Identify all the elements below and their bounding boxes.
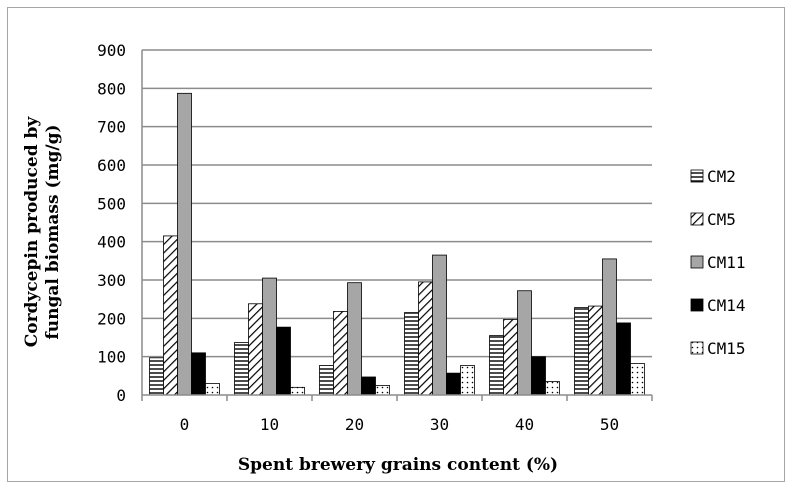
- bar-cm14-40: [531, 356, 546, 396]
- y-tick-label: 0: [116, 386, 126, 405]
- bar-cm15-30: [460, 365, 475, 396]
- bar-cm15-0: [205, 383, 220, 396]
- chart-frame: [7, 7, 785, 482]
- legend-swatch-cm5: [690, 212, 704, 226]
- legend-swatch-cm14: [690, 298, 704, 312]
- x-axis-title: Spent brewery grains content (%): [238, 455, 558, 475]
- bar-cm14-20: [361, 376, 376, 396]
- bar-cm11-30: [432, 254, 447, 396]
- x-tick-label: 20: [345, 415, 364, 434]
- bar-cm11-50: [602, 258, 617, 396]
- bar-cm5-50: [588, 305, 603, 396]
- y-tick-label: 300: [97, 271, 126, 290]
- bar-cm15-40: [545, 381, 560, 396]
- legend-label-cm2: CM2: [707, 167, 736, 186]
- y-tick-label: 800: [97, 79, 126, 98]
- y-tick-labels: 0 100 200 300 400 500 600 700 800 900: [97, 41, 126, 405]
- bars: [149, 92, 645, 396]
- bar-cm5-40: [503, 319, 518, 396]
- legend-label-cm5: CM5: [707, 210, 736, 229]
- bar-cm11-10: [262, 277, 277, 396]
- x-tick-label: 30: [430, 415, 449, 434]
- bar-cm14-50: [616, 322, 631, 396]
- legend: CM2 CM5 CM11 CM14 CM15: [690, 167, 746, 358]
- y-axis-title-line-2: fungal biomass (mg/g): [43, 124, 63, 339]
- y-tick-label: 900: [97, 41, 126, 60]
- bar-cm2-30: [404, 312, 419, 396]
- legend-label-cm11: CM11: [707, 253, 746, 272]
- bar-cm5-10: [248, 303, 263, 396]
- bar-cm2-0: [149, 357, 164, 396]
- bar-cm2-10: [234, 342, 249, 396]
- bar-cm15-10: [290, 386, 305, 396]
- bar-cm5-20: [333, 311, 348, 396]
- bar-cm11-20: [347, 282, 362, 396]
- gridlines: [142, 49, 652, 358]
- bar-cm14-30: [446, 372, 461, 396]
- bar-cm14-10: [276, 326, 291, 396]
- y-tick-label: 200: [97, 309, 126, 328]
- y-axis-title: Cordycepin produced by fungal biomass (m…: [22, 116, 63, 348]
- legend-swatch-cm11: [690, 255, 704, 269]
- y-tick-label: 700: [97, 118, 126, 137]
- bar-cm15-20: [375, 385, 390, 396]
- bar-cm2-50: [574, 307, 589, 396]
- bar-cm15-50: [630, 363, 645, 396]
- bar-cm2-40: [489, 335, 504, 396]
- x-tick-label: 50: [600, 415, 619, 434]
- x-tick-labels: 0 10 20 30 40 50: [180, 415, 619, 434]
- y-tick-label: 600: [97, 156, 126, 175]
- bar-cm5-30: [418, 281, 433, 396]
- axes: [141, 50, 653, 401]
- y-tick-label: 400: [97, 233, 126, 252]
- bar-cm2-20: [319, 365, 334, 396]
- x-tick-label: 40: [515, 415, 534, 434]
- y-tick-label: 500: [97, 194, 126, 213]
- y-axis-title-line-1: Cordycepin produced by: [22, 116, 42, 348]
- legend-swatch-cm15: [690, 341, 704, 355]
- legend-swatch-cm2: [690, 169, 704, 183]
- bar-cm5-0: [163, 235, 178, 396]
- x-tick-label: 10: [260, 415, 279, 434]
- y-tick-label: 100: [97, 348, 126, 367]
- bar-cm11-0: [177, 92, 192, 396]
- bar-cm14-0: [191, 352, 206, 396]
- bar-cm11-40: [517, 290, 532, 396]
- legend-label-cm14: CM14: [707, 296, 746, 315]
- x-tick-label: 0: [180, 415, 190, 434]
- legend-label-cm15: CM15: [707, 339, 746, 358]
